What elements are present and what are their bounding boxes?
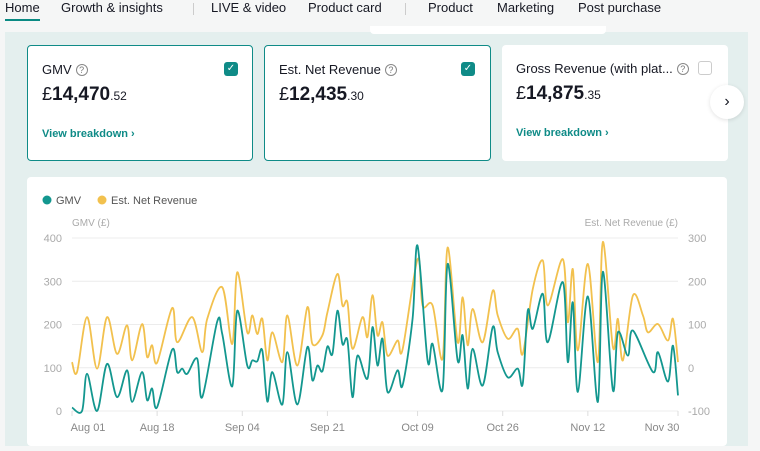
active-tab-indicator (5, 19, 40, 21)
y-tick-left: 200 (44, 320, 62, 332)
y-tick-left: 300 (44, 276, 62, 288)
metric-decimals: .35 (584, 88, 601, 102)
y-tick-left: 0 (56, 406, 62, 418)
view-breakdown-link[interactable]: View breakdown › (516, 127, 609, 139)
checkbox-gmv[interactable]: ✓ (224, 62, 238, 76)
card-title: Gross Revenue (with plat... (516, 61, 673, 76)
tab-marketing[interactable]: Marketing (497, 0, 555, 15)
metric-value: 14,875 (526, 83, 585, 104)
metric-value: 12,435 (289, 84, 348, 105)
card-title: Est. Net Revenue (279, 62, 381, 77)
y-tick-left: 100 (44, 363, 62, 375)
next-cards-button[interactable]: › (710, 85, 744, 119)
tab-growth-insights[interactable]: Growth & insights (61, 0, 163, 15)
y-tick-right: 200 (688, 276, 706, 288)
metric-card-net-revenue[interactable]: Est. Net Revenue? ✓ £12,435.30 (264, 45, 491, 161)
x-tick-label: Sep 21 (310, 422, 345, 434)
legend-net-dot (97, 195, 107, 205)
chart-card: GMV Est. Net Revenue GMV (£) Est. Net Re… (27, 177, 727, 446)
tab-post-purchase[interactable]: Post purchase (578, 0, 662, 15)
divider (405, 3, 406, 15)
x-tick-label: Aug 01 (71, 422, 106, 434)
y-axis-left-title: GMV (£) (72, 218, 110, 229)
y-tick-left: 400 (44, 233, 62, 245)
x-tick-label: Oct 09 (401, 422, 433, 434)
divider (193, 3, 194, 15)
currency: £ (516, 83, 527, 103)
tab-product[interactable]: Product (428, 0, 473, 15)
metric-card-gmv[interactable]: GMV? ✓ £14,470.52 View breakdown › (27, 45, 253, 161)
view-breakdown-link[interactable]: View breakdown › (42, 128, 135, 140)
metric-card-gross-revenue[interactable]: Gross Revenue (with plat...? £14,875.35 … (502, 45, 728, 161)
metric-decimals: .52 (110, 89, 127, 103)
tab-product-card[interactable]: Product card (308, 0, 382, 15)
chevron-right-icon: › (724, 93, 730, 110)
x-tick-label: Aug 18 (140, 422, 175, 434)
help-icon[interactable]: ? (676, 63, 689, 75)
currency: £ (279, 84, 290, 104)
series-line-net-revenue[interactable] (71, 240, 679, 375)
legend-gmv[interactable]: GMV (56, 195, 82, 207)
tab-live-video[interactable]: LIVE & video (211, 0, 287, 15)
metric-decimals: .30 (347, 89, 364, 103)
y-tick-right: 0 (688, 363, 694, 375)
y-tick-right: 100 (688, 320, 706, 332)
checkbox-net-revenue[interactable]: ✓ (461, 62, 475, 76)
panel-header-box (370, 26, 606, 34)
currency: £ (42, 84, 53, 104)
metric-value: 14,470 (52, 84, 111, 105)
legend-gmv-dot (42, 195, 52, 205)
checkbox-gross-revenue[interactable] (698, 61, 712, 75)
card-title: GMV (42, 62, 72, 77)
x-tick-label: Nov 12 (570, 422, 605, 434)
legend-net-revenue[interactable]: Est. Net Revenue (111, 195, 197, 207)
tab-home[interactable]: Home (5, 0, 40, 15)
help-icon[interactable]: ? (384, 64, 397, 76)
y-tick-right: 300 (688, 233, 706, 245)
y-axis-right-title: Est. Net Revenue (£) (585, 218, 678, 229)
x-tick-label: Oct 26 (487, 422, 519, 434)
series-line-gmv[interactable] (71, 244, 679, 414)
x-tick-label: Sep 04 (225, 422, 260, 434)
x-tick-label: Nov 30 (645, 422, 680, 434)
y-tick-right: -100 (688, 406, 710, 418)
help-icon[interactable]: ? (75, 64, 88, 76)
line-chart: GMV Est. Net Revenue GMV (£) Est. Net Re… (42, 195, 710, 434)
